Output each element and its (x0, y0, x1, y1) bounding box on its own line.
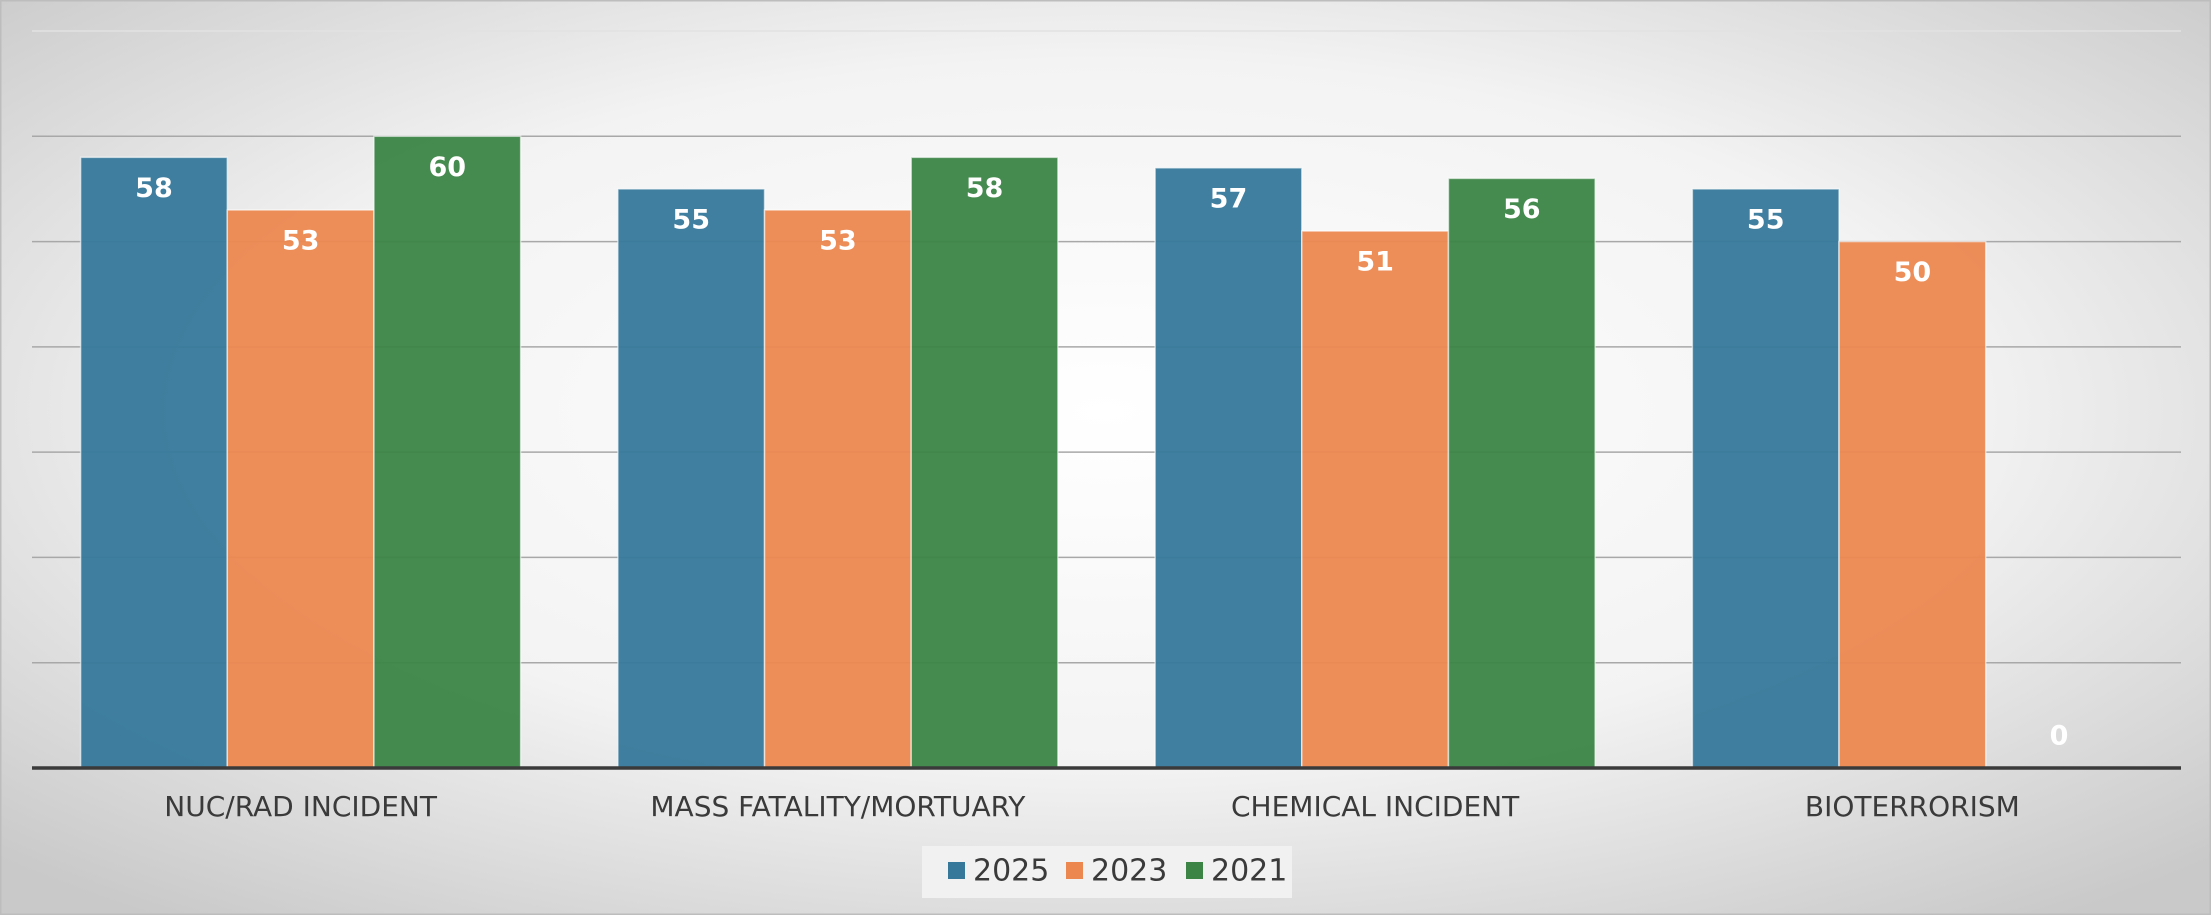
bar (910, 156, 1059, 769)
x-tick-label: CHEMICAL INCIDENT (1231, 790, 1520, 823)
bar (373, 135, 522, 769)
bar (1154, 167, 1303, 769)
data-label: 58 (135, 173, 173, 204)
data-label: 55 (1747, 204, 1785, 235)
x-tick-label: NUC/RAD INCIDENT (164, 790, 438, 823)
x-tick-label: MASS FATALITY/MORTUARY (650, 790, 1026, 823)
bar (1447, 177, 1596, 769)
legend-label: 2025 (973, 854, 1049, 889)
data-label: 60 (429, 152, 467, 183)
bar (79, 156, 229, 769)
data-label: 56 (1503, 194, 1541, 225)
legend-swatch (1186, 862, 1203, 879)
bar (763, 209, 912, 769)
legend-swatch (948, 862, 965, 879)
data-label: 53 (282, 225, 320, 256)
data-label: 55 (672, 204, 710, 235)
bar (1838, 240, 1987, 769)
data-label: 50 (1894, 257, 1932, 288)
bar (1301, 230, 1450, 769)
data-label: 53 (819, 225, 857, 256)
data-label: 58 (966, 173, 1004, 204)
data-label: 57 (1210, 183, 1248, 214)
legend-label: 2023 (1091, 854, 1167, 889)
x-tick-label: BIOTERRORISM (1805, 790, 2020, 823)
bar (1691, 188, 1840, 769)
legend-box (922, 846, 1292, 898)
legend-swatch (1066, 862, 1083, 879)
data-label: 51 (1356, 247, 1394, 278)
bar (617, 188, 766, 769)
data-label: 0 (2050, 721, 2069, 752)
bar (226, 209, 375, 769)
legend-label: 2021 (1211, 854, 1287, 889)
